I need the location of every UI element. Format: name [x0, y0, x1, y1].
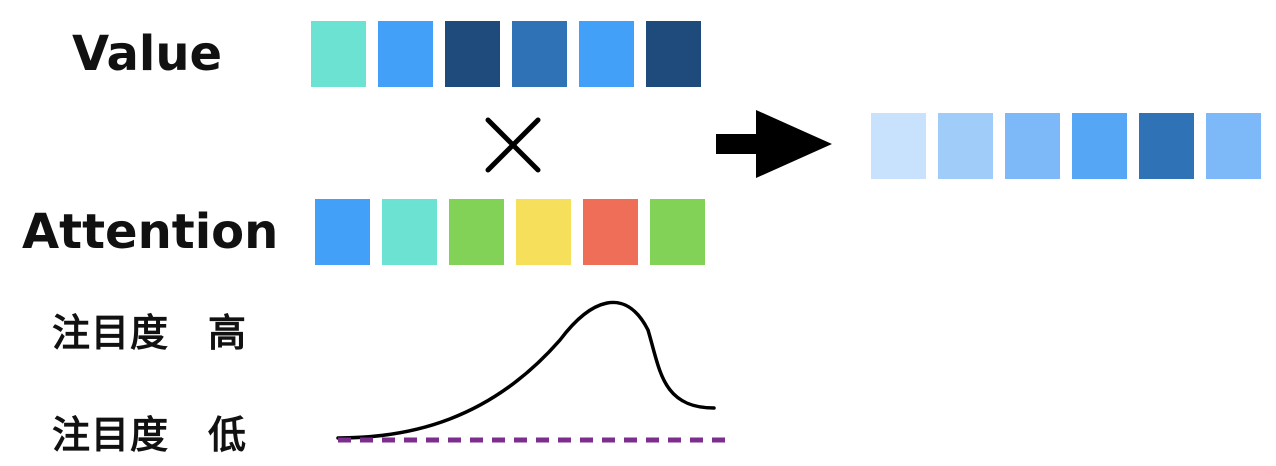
right-arrow-icon — [716, 110, 832, 178]
attention-cell-4 — [516, 199, 571, 265]
times-icon — [485, 117, 541, 173]
attention-cell-1 — [315, 199, 370, 265]
result-cell-1 — [871, 113, 926, 179]
value-label: Value — [72, 26, 223, 82]
attention-label: Attention — [22, 204, 279, 260]
attention-cell-6 — [650, 199, 705, 265]
attention-high-label: 注目度 高 — [52, 311, 248, 355]
value-vector — [311, 21, 701, 87]
value-cell-2 — [378, 21, 433, 87]
result-cell-4 — [1072, 113, 1127, 179]
result-cell-2 — [938, 113, 993, 179]
value-cell-6 — [646, 21, 701, 87]
value-cell-3 — [445, 21, 500, 87]
value-cell-1 — [311, 21, 366, 87]
value-cell-4 — [512, 21, 567, 87]
attention-cell-2 — [382, 199, 437, 265]
attention-curve — [336, 300, 716, 440]
result-cell-3 — [1005, 113, 1060, 179]
attention-cell-3 — [449, 199, 504, 265]
attention-curve-plot — [336, 300, 730, 443]
result-cell-5 — [1139, 113, 1194, 179]
result-vector — [871, 113, 1261, 179]
attention-vector — [315, 199, 705, 265]
attention-cell-5 — [583, 199, 638, 265]
attention-low-label: 注目度 低 — [52, 413, 248, 457]
value-cell-5 — [579, 21, 634, 87]
result-cell-6 — [1206, 113, 1261, 179]
